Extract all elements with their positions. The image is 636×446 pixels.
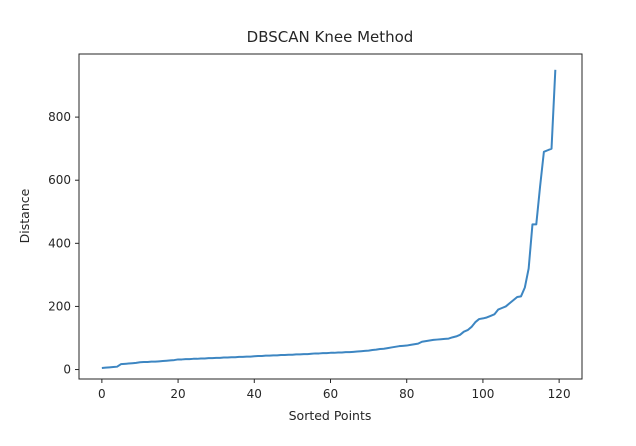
x-tick-label: 120 xyxy=(548,387,571,401)
y-tick-label: 0 xyxy=(63,363,71,377)
x-axis-label: Sorted Points xyxy=(289,408,372,423)
y-axis: 0 200 400 600 800 xyxy=(48,110,79,377)
x-tick-label: 0 xyxy=(98,387,106,401)
x-tick-label: 40 xyxy=(247,387,262,401)
y-tick-label: 200 xyxy=(48,299,71,313)
y-tick-label: 600 xyxy=(48,173,71,187)
series-line-0 xyxy=(101,69,557,369)
plot-area: 0 20 40 60 80 100 120 0 200 400 600 800 xyxy=(48,53,583,401)
y-tick-label: 400 xyxy=(48,236,71,250)
x-axis: 0 20 40 60 80 100 120 xyxy=(98,379,571,401)
y-axis-label: Distance xyxy=(17,188,32,243)
plot-frame xyxy=(78,53,583,380)
series-layer xyxy=(101,69,557,369)
x-tick-label: 100 xyxy=(471,387,494,401)
x-tick-label: 20 xyxy=(170,387,185,401)
x-tick-label: 80 xyxy=(399,387,414,401)
y-tick-label: 800 xyxy=(48,110,71,124)
x-tick-label: 60 xyxy=(323,387,338,401)
chart-title: DBSCAN Knee Method xyxy=(247,28,414,46)
